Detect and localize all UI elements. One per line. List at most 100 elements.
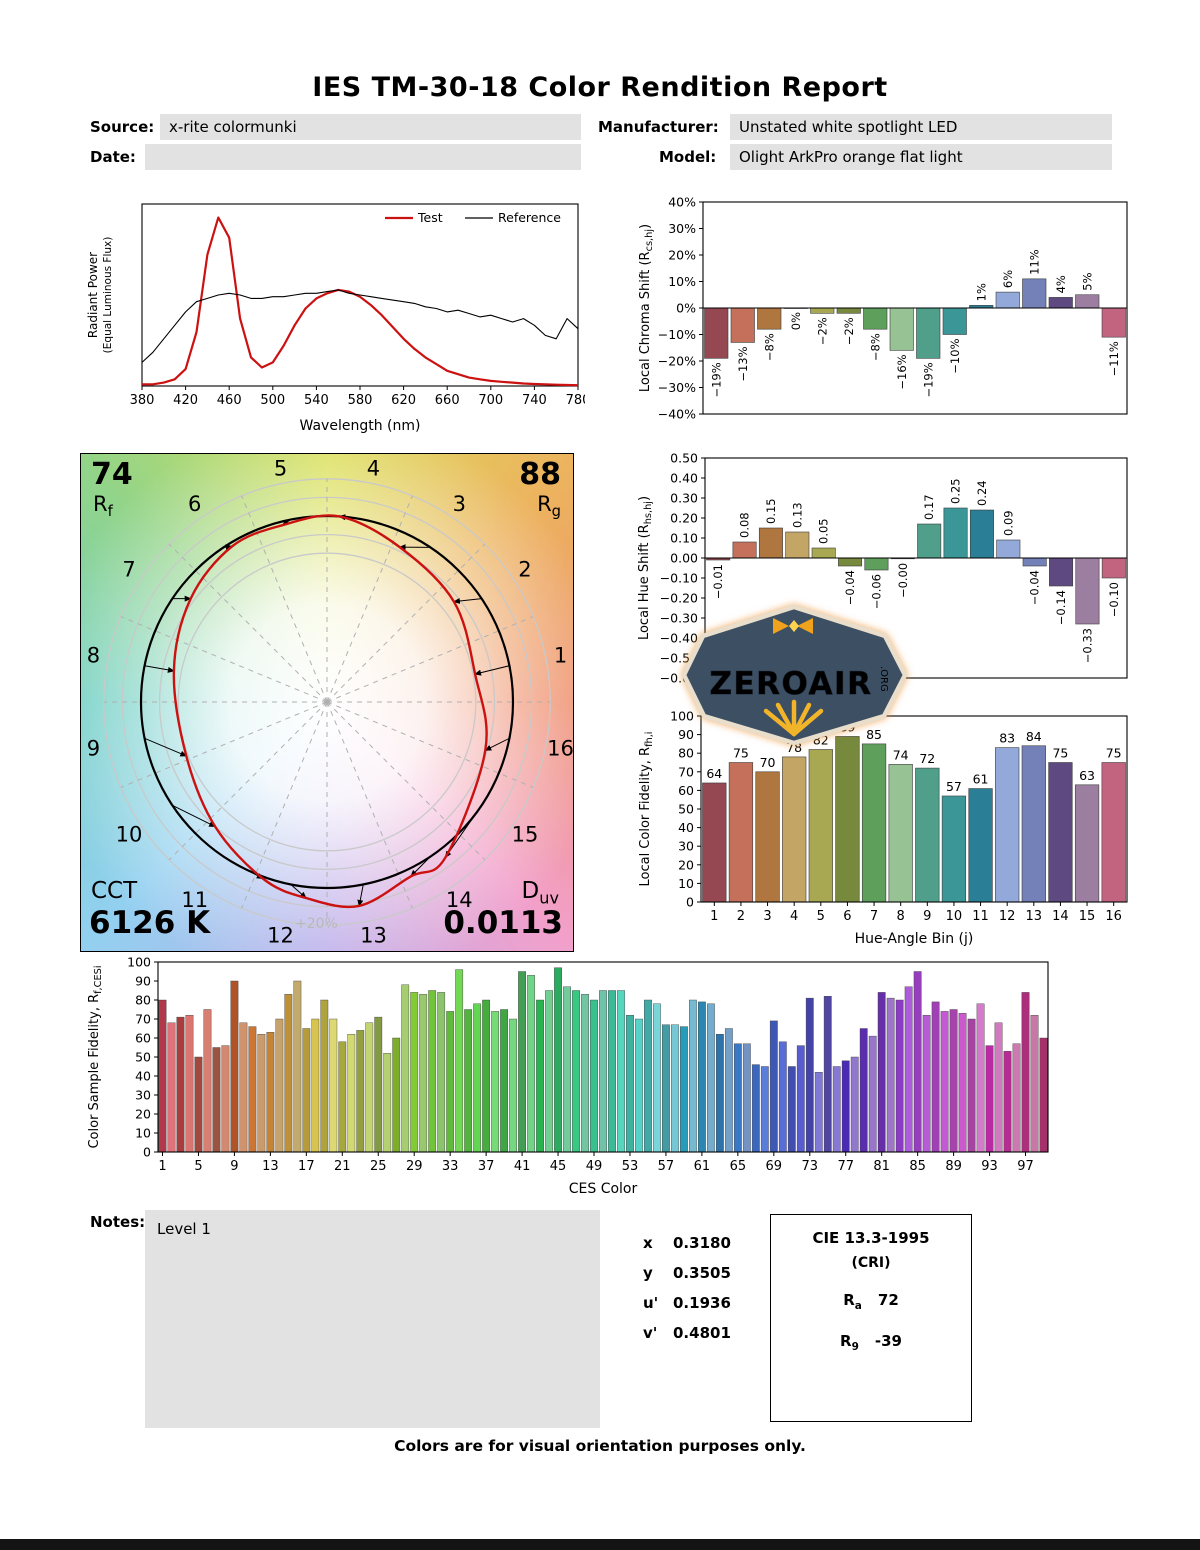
svg-text:1: 1 — [710, 909, 718, 924]
svg-text:0.08: 0.08 — [738, 512, 752, 538]
spectral-power-distribution-chart: 380 420 460 500 540 580 620 660 700 740 780 Test Ref… — [86, 203, 585, 434]
model-field: Olight ArkPro orange flat light — [730, 144, 1112, 170]
svg-text:5: 5 — [274, 456, 287, 480]
svg-text:13: 13 — [360, 924, 387, 948]
svg-text:49: 49 — [586, 1159, 603, 1174]
svg-text:10%: 10% — [668, 274, 696, 289]
svg-text:84: 84 — [1026, 729, 1042, 744]
svg-text:77: 77 — [837, 1159, 854, 1174]
svg-text:5: 5 — [194, 1159, 202, 1174]
svg-text:29: 29 — [406, 1159, 423, 1174]
svg-text:0.17: 0.17 — [922, 494, 936, 520]
svg-text:0.00: 0.00 — [670, 551, 698, 566]
svg-text:75: 75 — [1052, 746, 1068, 761]
chromaticity-y: y 0.3505 — [643, 1264, 731, 1282]
svg-text:60: 60 — [678, 783, 694, 798]
svg-text:−0.40: −0.40 — [660, 631, 698, 646]
svg-text:−0.14: −0.14 — [1054, 590, 1068, 625]
cct-label: CCT — [91, 878, 138, 904]
svg-text:6%: 6% — [1001, 270, 1015, 288]
svg-text:85: 85 — [866, 727, 882, 742]
svg-text:0.24: 0.24 — [975, 480, 989, 506]
svg-text:50: 50 — [135, 1050, 151, 1065]
svg-text:−0.33: −0.33 — [1080, 628, 1094, 663]
svg-text:11%: 11% — [1027, 249, 1041, 275]
svg-text:20%: 20% — [668, 248, 696, 263]
svg-text:70: 70 — [135, 1012, 151, 1027]
date-label: Date: — [90, 148, 136, 166]
svg-text:Color Sample Fidelity, Rf,CESi: Color Sample Fidelity, Rf,CESi — [87, 965, 104, 1148]
svg-text:80: 80 — [678, 746, 694, 761]
svg-text:9: 9 — [923, 909, 931, 924]
svg-text:8: 8 — [897, 909, 905, 924]
svg-text:500: 500 — [260, 393, 285, 408]
chromaticity-values: x 0.3180 y 0.3505 u' 0.1936 v' 0.4801 — [643, 1232, 731, 1352]
zeroair-logo: ZEROAIR .ORG — [681, 604, 908, 746]
svg-text:97: 97 — [1017, 1159, 1034, 1174]
svg-text:12: 12 — [267, 924, 294, 948]
duv-label: Duv — [521, 878, 559, 908]
svg-text:7: 7 — [122, 558, 135, 582]
svg-text:10: 10 — [946, 909, 963, 924]
svg-text:Reference: Reference — [498, 210, 561, 225]
svg-text:Test: Test — [417, 210, 443, 225]
svg-text:69: 69 — [766, 1159, 783, 1174]
svg-text:75: 75 — [1106, 746, 1122, 761]
cri-box: CIE 13.3-1995 (CRI) Ra 72 R9 -39 — [770, 1214, 972, 1422]
svg-text:21: 21 — [334, 1159, 351, 1174]
svg-text:Local Color Fidelity, Rfh,i: Local Color Fidelity, Rfh,i — [638, 731, 655, 886]
svg-text:4: 4 — [367, 456, 380, 480]
svg-text:53: 53 — [622, 1159, 639, 1174]
svg-text:70: 70 — [760, 755, 776, 770]
svg-text:0.15: 0.15 — [764, 498, 778, 524]
svg-text:−2%: −2% — [815, 317, 829, 345]
svg-text:−40%: −40% — [658, 407, 696, 422]
svg-text:−8%: −8% — [762, 333, 776, 361]
svg-text:−8%: −8% — [868, 333, 882, 361]
rf-label: Rf — [93, 492, 113, 521]
svg-text:−0.10: −0.10 — [1107, 582, 1121, 617]
svg-text:9: 9 — [87, 736, 100, 760]
svg-text:81: 81 — [873, 1159, 890, 1174]
svg-text:90: 90 — [135, 974, 151, 989]
duv-value: 0.0113 — [443, 905, 563, 941]
svg-text:0.13: 0.13 — [790, 502, 804, 528]
svg-text:89: 89 — [945, 1159, 962, 1174]
ring-20pct-label: +20% — [295, 916, 338, 932]
svg-text:13: 13 — [1026, 909, 1043, 924]
zeroair-org-text: .ORG — [878, 666, 889, 692]
svg-text:40: 40 — [135, 1069, 151, 1084]
svg-text:57: 57 — [658, 1159, 675, 1174]
chromaticity-u: u' 0.1936 — [643, 1294, 731, 1312]
rg-label: Rg — [537, 492, 561, 521]
svg-text:540: 540 — [304, 393, 329, 408]
svg-text:0.40: 0.40 — [670, 471, 698, 486]
svg-text:0: 0 — [143, 1145, 151, 1160]
svg-text:(Equal Luminous Flux): (Equal Luminous Flux) — [102, 237, 114, 354]
svg-text:14: 14 — [446, 888, 473, 912]
svg-text:2: 2 — [737, 909, 745, 924]
report-title: IES TM-30-18 Color Rendition Report — [312, 72, 888, 103]
svg-text:1%: 1% — [974, 283, 988, 301]
svg-text:15: 15 — [1079, 909, 1096, 924]
chromaticity-v: v' 0.4801 — [643, 1324, 731, 1342]
source-label: Source: — [90, 118, 155, 136]
model-label: Model: — [659, 148, 717, 166]
svg-text:45: 45 — [550, 1159, 567, 1174]
svg-text:4: 4 — [790, 909, 798, 924]
chromaticity-x: x 0.3180 — [643, 1234, 731, 1252]
svg-text:64: 64 — [706, 766, 722, 781]
svg-text:Wavelength (nm): Wavelength (nm) — [300, 418, 421, 434]
svg-text:61: 61 — [973, 772, 989, 787]
svg-text:−30%: −30% — [658, 380, 696, 395]
cct-value: 6126 K — [89, 905, 211, 941]
svg-text:7: 7 — [870, 909, 878, 924]
svg-text:6: 6 — [188, 492, 201, 516]
color-vector-graphic: 1 2 3 4 5 6 7 8 9 10 11 12 13 14 15 16 74 Rf 88 Rg CCT … — [80, 453, 574, 952]
svg-text:−11%: −11% — [1107, 341, 1121, 376]
svg-text:0.25: 0.25 — [949, 478, 963, 504]
svg-text:0.20: 0.20 — [670, 511, 698, 526]
svg-text:11: 11 — [181, 888, 208, 912]
